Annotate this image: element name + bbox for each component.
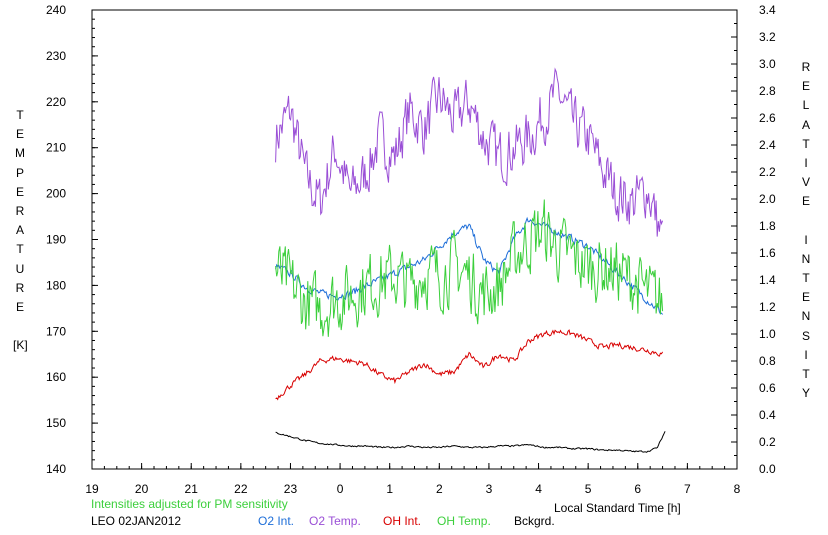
y-right-tick-label: 2.0 (759, 192, 776, 206)
chart-axes: 1401501601701801902002102202302400.00.20… (46, 3, 776, 496)
x-tick-label: 7 (684, 482, 691, 496)
x-tick-label: 4 (535, 482, 542, 496)
legend-item: OH Int. (383, 514, 422, 528)
axis-label-letter: R (15, 280, 25, 295)
y-right-tick-label: 0.6 (759, 381, 776, 395)
legend-item: OH Temp. (437, 514, 491, 528)
legend-item: O2 Temp. (309, 514, 361, 528)
axis-label-letter: T (802, 136, 810, 151)
axis-label-letter: V (801, 175, 810, 190)
x-tick-label: 20 (135, 482, 149, 496)
axis-label-letter: M (15, 146, 25, 161)
y-left-tick-label: 210 (46, 141, 66, 155)
y-right-tick-label: 1.2 (759, 300, 776, 314)
x-tick-label: 1 (386, 482, 393, 496)
y-right-tick-label: 1.0 (759, 327, 776, 341)
axis-label-letter: I (804, 347, 808, 362)
legend-item: O2 Int. (258, 514, 295, 528)
axis-label-letter: E (15, 127, 24, 142)
y-right-tick-label: 3.4 (759, 3, 776, 17)
axis-label-letter (13, 317, 27, 336)
y-left-tick-label: 230 (46, 49, 66, 63)
axis-label-letter: E (15, 299, 24, 314)
series-line-o2-temp (275, 67, 664, 237)
axis-label-letter: A (801, 117, 810, 132)
y-right-tick-label: 1.4 (759, 273, 776, 287)
y-right-tick-label: 0.4 (759, 408, 776, 422)
axis-label-letter: E (801, 290, 810, 305)
axis-label-letter: E (801, 79, 810, 94)
y-right-tick-label: 2.2 (759, 165, 776, 179)
axis-label-letter: N (801, 309, 811, 324)
axis-label-letter: I (804, 232, 808, 247)
x-tick-label: 3 (486, 482, 493, 496)
series-line-oh-int (275, 329, 664, 401)
axis-label-letter: A (15, 223, 24, 238)
axis-label-letter: P (15, 165, 24, 180)
x-tick-label: 21 (185, 482, 199, 496)
y-left-tick-label: 190 (46, 233, 66, 247)
series-line-o2-int (275, 216, 663, 315)
y-left-tick-label: 180 (46, 278, 66, 292)
x-tick-label: 23 (284, 482, 298, 496)
y-left-tick-label: 240 (46, 3, 66, 17)
x-tick-label: 19 (85, 482, 99, 496)
axis-label-letter: T (802, 367, 810, 381)
axis-label-letter: U (15, 261, 25, 276)
y-left-tick-label: 140 (46, 462, 66, 476)
y-right-tick-label: 1.8 (759, 219, 776, 233)
y-left-tick-label: 160 (46, 370, 66, 384)
pm-sensitivity-note: Intensities adjusted for PM sensitivity (91, 497, 288, 511)
y-right-tick-label: 0.8 (759, 354, 776, 368)
chart-series (275, 67, 666, 453)
x-tick-label: 8 (734, 482, 741, 496)
x-tick-label: 2 (436, 482, 443, 496)
axis-label-letter: S (801, 328, 810, 343)
y-right-tick-label: 0.2 (759, 435, 776, 449)
axis-label-letter: T (802, 271, 810, 286)
axis-label-letter: T (16, 242, 24, 257)
y-right-tick-label: 2.6 (759, 111, 776, 125)
y-left-tick-label: 150 (46, 416, 66, 430)
y-right-tick-label: 2.8 (759, 84, 776, 98)
y-right-tick-label: 3.2 (759, 30, 776, 44)
axis-label-letter: E (801, 194, 810, 209)
axis-label-letter: R (15, 203, 25, 218)
x-tick-label: 22 (234, 482, 248, 496)
axis-label-letter: [K] (13, 338, 28, 353)
axis-label-letter: N (801, 251, 811, 266)
y-left-tick-label: 200 (46, 187, 66, 201)
y-left-tick-label: 220 (46, 95, 66, 109)
axis-label-letter: Y (801, 386, 810, 401)
y-right-tick-label: 1.6 (759, 246, 776, 260)
y-right-tick-label: 2.4 (759, 138, 776, 152)
x-tick-label: 5 (585, 482, 592, 496)
x-axis-label: Local Standard Time [h] (554, 501, 681, 515)
series-line-oh-temp (275, 199, 664, 337)
axis-label-letter: T (16, 108, 24, 122)
series-line-bckgrd (275, 431, 666, 453)
y-left-tick-label: 170 (46, 324, 66, 338)
x-tick-label: 6 (634, 482, 641, 496)
axis-label-letter: I (804, 155, 808, 170)
axis-label-letter (799, 212, 813, 231)
y-right-tick-label: 0.0 (759, 462, 776, 476)
x-tick-label: 0 (337, 482, 344, 496)
date-label: LEO 02JAN2012 (91, 514, 182, 528)
axis-label-letter: L (802, 98, 810, 113)
y-right-tick-label: 3.0 (759, 57, 776, 71)
axis-label-letter: E (15, 184, 24, 199)
plot-frame (91, 9, 738, 470)
legend-item: Bckgrd. (514, 514, 555, 528)
axis-label-letter: R (801, 60, 811, 74)
